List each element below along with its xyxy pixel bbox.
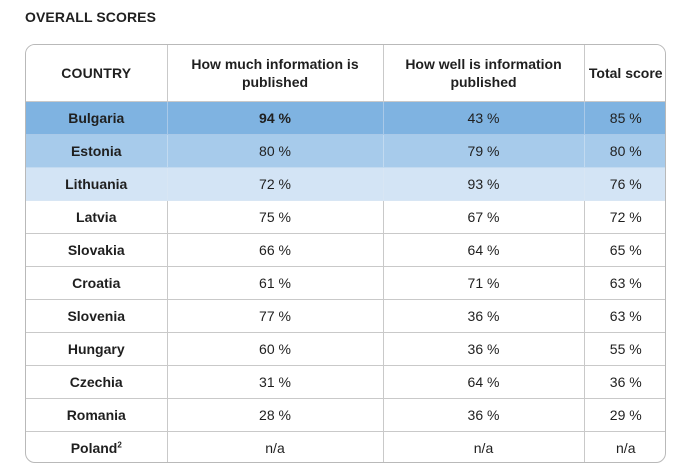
- total-score-cell: 36 %: [584, 365, 665, 399]
- table-row: Bulgaria 94 % 43 % 85 %: [26, 101, 665, 135]
- how-well-cell: 79 %: [383, 134, 585, 168]
- country-name: Poland: [70, 439, 118, 456]
- how-much-cell: 94 %: [167, 101, 384, 135]
- header-how-much: How much information is published: [167, 45, 384, 102]
- header-how-well: How well is information published: [383, 45, 585, 102]
- page-title: OVERALL SCORES: [25, 9, 157, 25]
- country-cell: Latvia: [26, 200, 168, 234]
- table-row: Lithuania 72 % 93 % 76 %: [26, 167, 665, 201]
- table-row: Croatia 61 % 71 % 63 %: [26, 266, 665, 300]
- how-much-cell: 72 %: [167, 167, 384, 201]
- how-well-cell: 67 %: [383, 200, 585, 234]
- country-cell: Bulgaria: [26, 101, 168, 135]
- how-much-cell: 31 %: [167, 365, 384, 399]
- country-cell: Estonia: [26, 134, 168, 168]
- how-well-cell: 36 %: [383, 332, 585, 366]
- scores-table: COUNTRY How much information is publishe…: [26, 45, 665, 462]
- country-cell: Czechia: [26, 365, 168, 399]
- total-score-cell: 55 %: [584, 332, 665, 366]
- how-much-cell: 61 %: [167, 266, 384, 300]
- country-cell: Slovenia: [26, 299, 168, 333]
- total-score-cell: n/a: [616, 439, 636, 456]
- country-cell: Romania: [26, 398, 168, 432]
- how-well-cell: 71 %: [383, 266, 585, 300]
- country-cell: Poland2: [26, 431, 168, 462]
- how-well-cell: n/a: [383, 431, 585, 462]
- country-cell: Slovakia: [26, 233, 168, 267]
- how-much-cell: 66 %: [167, 233, 384, 267]
- scores-table-container: COUNTRY How much information is publishe…: [25, 44, 666, 463]
- how-well-cell: 36 %: [383, 299, 585, 333]
- total-score-cell: 72 %: [584, 200, 665, 234]
- header-country: COUNTRY: [26, 45, 168, 102]
- how-much-cell: 60 %: [167, 332, 384, 366]
- table-row: Slovakia 66 % 64 % 65 %: [26, 233, 665, 267]
- table-header-row: COUNTRY How much information is publishe…: [26, 45, 665, 102]
- how-much-cell: 77 %: [167, 299, 384, 333]
- how-much-cell: 80 %: [167, 134, 384, 168]
- how-much-cell: 75 %: [167, 200, 384, 234]
- how-well-cell: 64 %: [383, 233, 585, 267]
- table-row: Hungary 60 % 36 % 55 %: [26, 332, 665, 366]
- table-row: Poland2 n/a n/a n/a: [26, 431, 665, 462]
- table-row: Czechia 31 % 64 % 36 %: [26, 365, 665, 399]
- how-much-cell: n/a: [167, 431, 384, 462]
- header-total-score: Total score: [584, 45, 665, 102]
- table-row: Slovenia 77 % 36 % 63 %: [26, 299, 665, 333]
- how-much-cell: 28 %: [167, 398, 384, 432]
- total-score-cell: 76 %: [584, 167, 665, 201]
- country-cell: Hungary: [26, 332, 168, 366]
- country-cell: Lithuania: [26, 167, 168, 201]
- how-well-cell: 36 %: [383, 398, 585, 432]
- total-score-cell: 80 %: [584, 134, 665, 168]
- total-score-cell: 65 %: [584, 233, 665, 267]
- footnote-marker: 2: [117, 440, 122, 450]
- how-well-cell: 64 %: [383, 365, 585, 399]
- table-row: Latvia 75 % 67 % 72 %: [26, 200, 665, 234]
- total-score-cell: 63 %: [584, 266, 665, 300]
- total-score-cell: 63 %: [584, 299, 665, 333]
- total-score-cell: 85 %: [584, 101, 665, 135]
- how-well-cell: 93 %: [383, 167, 585, 201]
- table-row: Romania 28 % 36 % 29 %: [26, 398, 665, 432]
- table-row: Estonia 80 % 79 % 80 %: [26, 134, 665, 168]
- total-score-cell: 29 %: [584, 398, 665, 432]
- country-cell: Croatia: [26, 266, 168, 300]
- how-well-cell: 43 %: [383, 101, 585, 135]
